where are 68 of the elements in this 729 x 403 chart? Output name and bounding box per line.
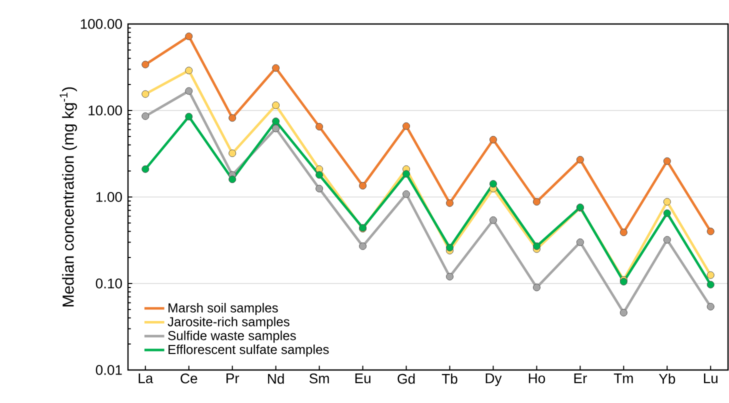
point xyxy=(316,184,324,192)
point xyxy=(359,242,367,250)
point xyxy=(663,236,671,244)
x-tick-label: Eu xyxy=(355,374,370,384)
point xyxy=(706,280,714,288)
point xyxy=(706,271,714,279)
y-tick-label: 0.01 xyxy=(96,365,122,375)
point xyxy=(489,216,497,224)
y-tick-label: 10.00 xyxy=(88,106,122,116)
x-tick-label: Nd xyxy=(268,374,284,384)
point xyxy=(359,182,367,190)
point xyxy=(316,171,324,179)
point xyxy=(446,244,454,252)
x-tick-label: Gd xyxy=(398,374,415,384)
point xyxy=(185,66,193,74)
x-tick-label: Sm xyxy=(309,374,329,384)
point xyxy=(185,32,193,40)
x-tick-label: Er xyxy=(574,374,587,384)
point xyxy=(228,114,236,122)
point xyxy=(489,180,497,188)
point xyxy=(706,302,714,310)
point xyxy=(446,199,454,207)
y-tick-label: 1.00 xyxy=(96,192,122,202)
point xyxy=(316,122,324,130)
point xyxy=(272,124,280,132)
legend-label: Efflorescent sulfate samples xyxy=(168,344,329,357)
point xyxy=(142,60,150,68)
y-axis-title: Median concentration (mg kg$^{-1}$) xyxy=(60,87,77,306)
point xyxy=(576,156,584,164)
y-tick-label: 0.10 xyxy=(96,278,122,288)
point xyxy=(532,284,540,292)
x-tick-label: Yb xyxy=(658,374,676,384)
point xyxy=(142,90,150,98)
x-tick-label: Dy xyxy=(486,374,502,386)
point xyxy=(663,198,671,206)
point xyxy=(272,102,280,109)
x-tick-label: Tb xyxy=(442,374,458,384)
legend-label: Sulfide waste samples xyxy=(168,330,296,343)
point xyxy=(663,209,671,217)
x-tick-label: Ho xyxy=(528,374,546,384)
point xyxy=(489,136,497,144)
x-tick-label: Ce xyxy=(180,374,198,384)
legend-label: Jarosite-rich samples xyxy=(168,316,290,329)
point xyxy=(272,64,280,72)
point xyxy=(402,122,410,130)
point xyxy=(620,228,628,236)
point xyxy=(228,176,236,184)
x-tick-label: La xyxy=(138,374,154,384)
point xyxy=(576,238,584,246)
point xyxy=(402,170,410,178)
y-tick-label: 100.00 xyxy=(80,19,122,29)
point xyxy=(446,272,454,280)
point xyxy=(185,112,193,120)
point xyxy=(620,308,628,316)
point xyxy=(663,157,671,165)
legend-label: Marsh soil samples xyxy=(168,302,278,316)
point xyxy=(272,118,280,126)
point xyxy=(706,228,714,236)
point xyxy=(185,87,193,95)
point xyxy=(228,150,236,158)
point xyxy=(402,190,410,198)
point xyxy=(532,198,540,206)
x-tick-label: Tm xyxy=(614,374,633,384)
point xyxy=(142,112,150,120)
point xyxy=(532,242,540,250)
x-tick-label: Lu xyxy=(704,374,718,384)
x-tick-label: Pr xyxy=(226,374,240,384)
point xyxy=(142,165,150,173)
